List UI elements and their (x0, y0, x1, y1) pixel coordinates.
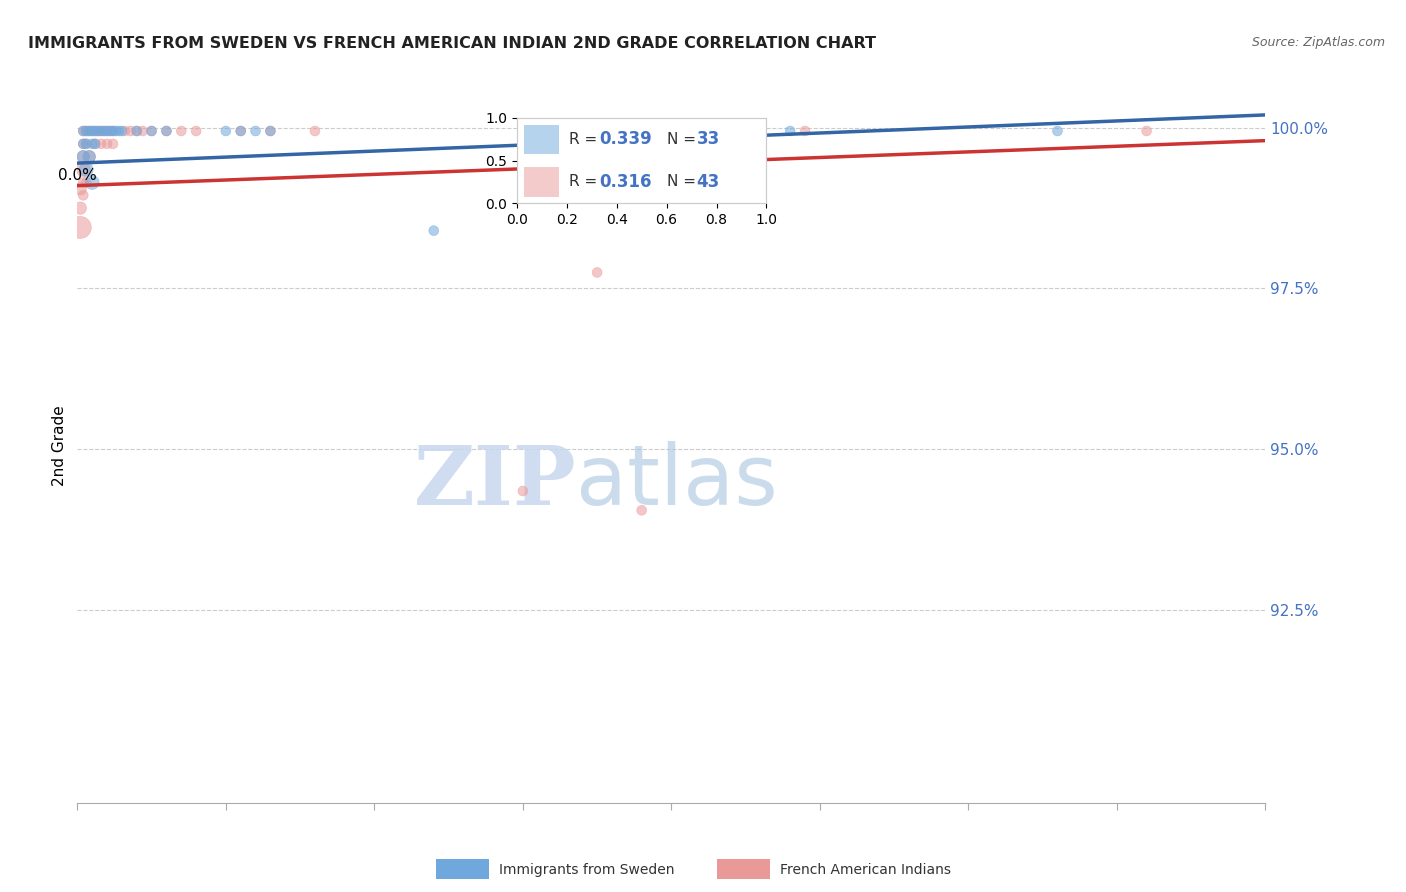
Point (82, 136, 104, 151)
Point (90, 124, 112, 138)
Text: R =: R = (569, 175, 602, 189)
Point (72, 136, 94, 151)
Point (75, 124, 97, 138)
Point (779, 124, 801, 138)
Point (245, 124, 267, 138)
Point (75, 124, 97, 138)
Y-axis label: 2nd Grade: 2nd Grade (52, 406, 67, 486)
Point (75, 162, 97, 177)
Point (84, 136, 107, 151)
Point (96, 124, 118, 138)
Point (72, 162, 94, 177)
Point (586, 265, 609, 279)
Point (72, 150, 94, 164)
Point (186, 124, 208, 138)
Point (512, 483, 534, 498)
Text: Immigrants from Sweden: Immigrants from Sweden (499, 863, 675, 877)
Point (125, 124, 148, 138)
Point (69, 182, 91, 196)
Point (87, 124, 110, 138)
Point (77, 150, 100, 164)
Point (77, 150, 100, 164)
Point (259, 124, 281, 138)
Point (72, 124, 94, 138)
Text: N =: N = (666, 132, 700, 146)
Point (72, 124, 94, 138)
Point (304, 124, 326, 138)
Point (72, 188, 94, 202)
Point (98, 124, 121, 138)
Point (155, 124, 177, 138)
Point (93, 124, 115, 138)
Point (541, 124, 564, 138)
Point (98, 124, 121, 138)
FancyBboxPatch shape (524, 168, 560, 196)
Point (111, 124, 134, 138)
Text: atlas: atlas (576, 442, 778, 522)
Point (101, 136, 124, 151)
Point (75, 136, 97, 151)
Point (82, 124, 104, 138)
Point (69, 220, 91, 235)
Point (215, 124, 238, 138)
Point (259, 124, 281, 138)
Point (84, 136, 107, 151)
FancyBboxPatch shape (524, 125, 560, 153)
Point (84, 124, 107, 138)
Text: R =: R = (569, 132, 602, 146)
Text: 33: 33 (696, 130, 720, 148)
Point (155, 124, 177, 138)
Point (72, 136, 94, 151)
Point (141, 124, 163, 138)
Point (229, 124, 252, 138)
Point (90, 124, 112, 138)
Point (96, 136, 118, 151)
Point (141, 124, 163, 138)
Point (229, 124, 252, 138)
Point (422, 224, 444, 238)
Text: N =: N = (666, 175, 700, 189)
Point (170, 124, 193, 138)
Text: French American Indians: French American Indians (780, 863, 952, 877)
Point (101, 124, 124, 138)
Point (84, 124, 107, 138)
Point (104, 124, 127, 138)
Point (87, 124, 110, 138)
Point (125, 124, 148, 138)
Text: 0.339: 0.339 (599, 130, 652, 148)
Point (75, 136, 97, 151)
Point (72, 176, 94, 190)
Text: Source: ZipAtlas.com: Source: ZipAtlas.com (1251, 36, 1385, 49)
Text: 0.316: 0.316 (599, 173, 652, 191)
Point (114, 124, 136, 138)
Point (1135, 124, 1157, 138)
Point (630, 503, 652, 517)
Point (557, 124, 579, 138)
Point (1046, 124, 1069, 138)
Point (131, 124, 153, 138)
Point (77, 124, 100, 138)
Point (108, 124, 131, 138)
Text: IMMIGRANTS FROM SWEDEN VS FRENCH AMERICAN INDIAN 2ND GRADE CORRELATION CHART: IMMIGRANTS FROM SWEDEN VS FRENCH AMERICA… (28, 36, 876, 51)
Point (794, 124, 817, 138)
Point (101, 124, 124, 138)
Point (93, 124, 115, 138)
Point (82, 124, 104, 138)
Point (69, 201, 91, 215)
Point (82, 176, 104, 190)
Point (77, 124, 100, 138)
Point (72, 150, 94, 164)
Point (120, 124, 142, 138)
Point (90, 136, 112, 151)
Point (75, 176, 97, 190)
Text: 43: 43 (696, 173, 720, 191)
Text: ZIP: ZIP (413, 442, 576, 522)
Text: 0.0%: 0.0% (58, 169, 97, 184)
Point (96, 124, 118, 138)
